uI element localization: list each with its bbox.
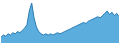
plot-area [1, 3, 119, 43]
area [1, 3, 119, 43]
marks [1, 3, 119, 43]
line [1, 3, 119, 37]
chart [0, 0, 120, 44]
